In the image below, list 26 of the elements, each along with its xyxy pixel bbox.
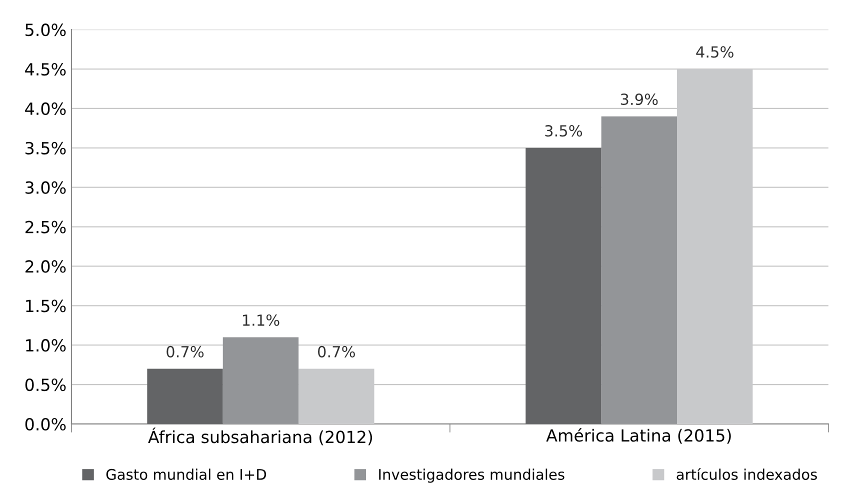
text: 3.5% [545, 125, 582, 137]
y-tick-label: 3.5% [26, 142, 66, 154]
legend-label: Gasto mundial en I+D [106, 468, 266, 480]
legend-label: Investigadores mundiales [379, 468, 564, 483]
y-tick-label: 4.0% [25, 102, 66, 116]
bar [601, 116, 678, 424]
y-tick-label: 0.5% [25, 378, 66, 392]
text: 3.9% [620, 94, 658, 106]
bar [526, 148, 602, 424]
text: 0.7% [166, 346, 204, 358]
bar [222, 337, 299, 424]
y-tick-label: 3.0% [26, 181, 66, 194]
y-tick-label: 1.5% [26, 300, 66, 312]
legend-label: artículos indexados [676, 468, 817, 480]
bar [147, 368, 223, 424]
y-tick-label: 0.0% [25, 418, 66, 431]
y-tick-label: 1.0% [26, 339, 66, 352]
y-tick-label: 4.5% [25, 62, 66, 76]
y-tick-label: 2.5% [26, 220, 66, 234]
y-tick-label: 2.0% [26, 260, 66, 273]
text: 4.5% [696, 46, 734, 58]
x-tick-label: América Latina (2015) [546, 428, 731, 444]
text: 1.1% [242, 314, 280, 326]
x-tick-label: África subsahariana (2012) [148, 428, 372, 446]
y-tick-label: 5.0% [26, 24, 66, 36]
text: 0.7% [318, 346, 355, 358]
